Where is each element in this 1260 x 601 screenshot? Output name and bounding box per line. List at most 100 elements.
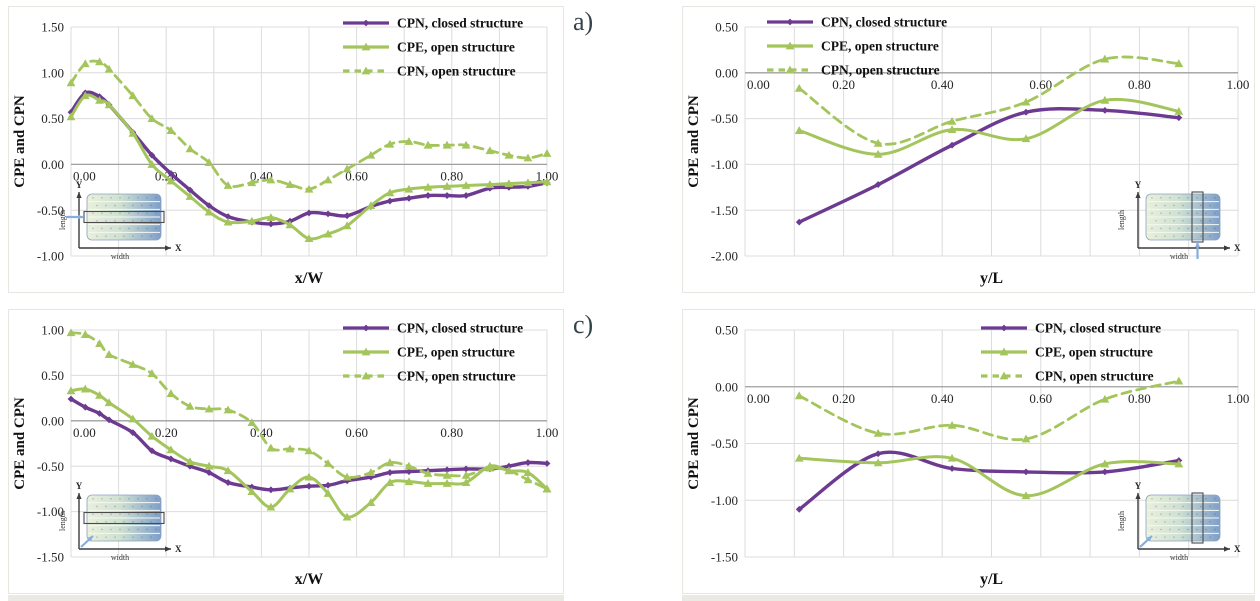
x-tick-label: 0.00 xyxy=(747,391,770,406)
series-line-green xyxy=(797,455,1181,498)
inset-y-axis-label: Y xyxy=(1135,481,1142,491)
x-axis-title: x/W xyxy=(295,571,323,588)
y-tick-label: 0.00 xyxy=(41,157,64,172)
inset-x-axis-label: X xyxy=(1234,243,1241,253)
x-tick-label: 0.00 xyxy=(73,168,96,183)
y-axis-title: CPE and CPN xyxy=(12,397,28,490)
panel-label-a: a) xyxy=(573,7,594,36)
legend: CPN, closed structure CPE, open structure… xyxy=(981,321,1161,384)
y-axis-title: CPE and CPN xyxy=(686,95,702,188)
legend: CPN, closed structure CPE, open structure… xyxy=(767,15,947,78)
series-line-green xyxy=(797,97,1181,156)
x-tick-label: 1.00 xyxy=(536,425,559,440)
page-edge-strip-left xyxy=(8,595,564,601)
series-markers xyxy=(67,395,551,494)
series-markers xyxy=(795,450,1183,513)
x-tick-label: 0.20 xyxy=(155,425,178,440)
y-tick-label: -0.50 xyxy=(711,436,738,451)
tick-labels: -2.00 -1.50 -1.00 -0.50 0.00 0.50 0.00 0.20 0.40… xyxy=(711,20,1249,264)
series-markers xyxy=(794,453,1184,500)
series-markers xyxy=(66,91,552,243)
legend-label: CPN, open structure xyxy=(821,63,940,78)
x-tick-label: 0.40 xyxy=(931,77,954,92)
y-tick-label: -1.00 xyxy=(37,504,64,519)
x-axis-title: y/L xyxy=(980,571,1003,588)
x-tick-label: 0.00 xyxy=(747,77,770,92)
inset-x-axis-label: X xyxy=(175,243,182,253)
x-axis-title: y/L xyxy=(980,270,1003,287)
series-markers xyxy=(794,54,1184,147)
y-tick-label: -0.50 xyxy=(37,459,64,474)
y-tick-label: 0.00 xyxy=(715,65,738,80)
page-edge-strip-right xyxy=(682,595,1255,601)
legend: CPN, closed structure CPE, open structure… xyxy=(343,321,523,384)
legend-label: CPN, closed structure xyxy=(1035,321,1161,336)
legend: CPN, closed structure CPE, open structure… xyxy=(343,16,523,79)
y-tick-label: -1.50 xyxy=(711,203,738,218)
x-axis-title: x/W xyxy=(295,270,323,287)
y-axis-title: CPE and CPN xyxy=(686,397,702,490)
x-tick-label: 0.40 xyxy=(931,391,954,406)
series-line-purple xyxy=(797,450,1181,511)
inset-length-label: length xyxy=(1117,511,1126,531)
series-markers xyxy=(66,57,552,193)
x-tick-label: 0.60 xyxy=(1029,391,1052,406)
chart-top-right: -2.00 -1.50 -1.00 -0.50 0.00 0.50 0.00 0.20 0.40… xyxy=(686,15,1249,287)
y-axis-title: CPE and CPN xyxy=(12,95,28,188)
y-tick-label: -1.00 xyxy=(711,157,738,172)
chart-panel-bottom-right: -1.50 -1.00 -0.50 0.00 0.50 0.00 0.20 0.40 0.60 0… xyxy=(682,309,1255,594)
chart-bottom-right: -1.50 -1.00 -0.50 0.00 0.50 0.00 0.20 0.40 0.60 0… xyxy=(686,321,1249,588)
inset-width-label: width xyxy=(111,252,129,261)
series-markers xyxy=(794,95,1184,158)
y-tick-label: -2.00 xyxy=(711,249,738,264)
inset-y-axis-label: Y xyxy=(1135,180,1142,190)
inset-length-label: length xyxy=(1117,210,1126,230)
legend-label: CPN, open structure xyxy=(1035,369,1154,384)
series-line-purple xyxy=(797,107,1181,224)
y-tick-label: 0.00 xyxy=(715,379,738,394)
inset-width-label: width xyxy=(1170,553,1188,562)
chart-panel-top-right: -2.00 -1.50 -1.00 -0.50 0.00 0.50 0.00 0.20 0.40… xyxy=(682,6,1255,293)
x-tick-label: 0.80 xyxy=(440,425,463,440)
legend-label: CPN, closed structure xyxy=(821,15,947,30)
legend-label: CPN, closed structure xyxy=(397,16,523,31)
x-tick-label: 0.80 xyxy=(1128,77,1151,92)
y-tick-label: 1.50 xyxy=(41,20,64,35)
inset-width-label: width xyxy=(1170,252,1188,261)
x-tick-label: 0.00 xyxy=(73,425,96,440)
y-tick-label: 0.50 xyxy=(41,368,64,383)
series-line-green-dashed xyxy=(797,55,1181,146)
x-tick-label: 1.00 xyxy=(536,168,559,183)
x-tick-label: 0.60 xyxy=(1029,77,1052,92)
x-tick-label: 1.00 xyxy=(1227,77,1250,92)
x-tick-label: 0.80 xyxy=(440,168,463,183)
chart-panel-bottom-left: -1.50 -1.00 -0.50 0.00 0.50 1.00 0.00 0.20 0.40 0… xyxy=(8,309,564,594)
y-tick-label: 1.00 xyxy=(41,65,64,80)
tick-labels: -1.50-1.00-0.500.000.501.000.00 0.20 0.40 0… xyxy=(37,323,558,565)
series-markers xyxy=(66,328,552,493)
x-tick-label: 0.60 xyxy=(345,425,368,440)
y-tick-label: -1.00 xyxy=(711,493,738,508)
legend-label: CPN, closed structure xyxy=(397,321,523,336)
inset-y-axis-label: Y xyxy=(76,481,83,491)
tick-labels: -1.50 -1.00 -0.50 0.00 0.50 0.00 0.20 0.40 0.60 0… xyxy=(711,323,1249,565)
y-tick-label: 0.50 xyxy=(41,111,64,126)
inset-width-label: width xyxy=(111,553,129,562)
legend-label: CPE, open structure xyxy=(1035,345,1153,360)
y-tick-label: -1.00 xyxy=(37,249,64,264)
chart-panel-top-left: -1.00 -0.50 0.00 0.50 1.00 1.50 0.00 0.20 0.40 0.… xyxy=(8,6,564,293)
series-line-green-dashed xyxy=(797,379,1181,442)
panel-label-c: c) xyxy=(573,310,594,339)
legend-label: CPE, open structure xyxy=(821,39,939,54)
inset-length-label: length xyxy=(58,511,67,531)
y-tick-label: -0.50 xyxy=(711,111,738,126)
chart-bottom-left: -1.50-1.00-0.500.000.501.000.00 0.20 0.40 0… xyxy=(12,321,558,588)
inset-x-axis-label: X xyxy=(175,544,182,554)
legend-label: CPE, open structure xyxy=(397,40,515,55)
inset-x-axis-label: X xyxy=(1234,544,1241,554)
inset-y-axis-label: Y xyxy=(76,180,83,190)
x-tick-label: 0.20 xyxy=(832,77,855,92)
